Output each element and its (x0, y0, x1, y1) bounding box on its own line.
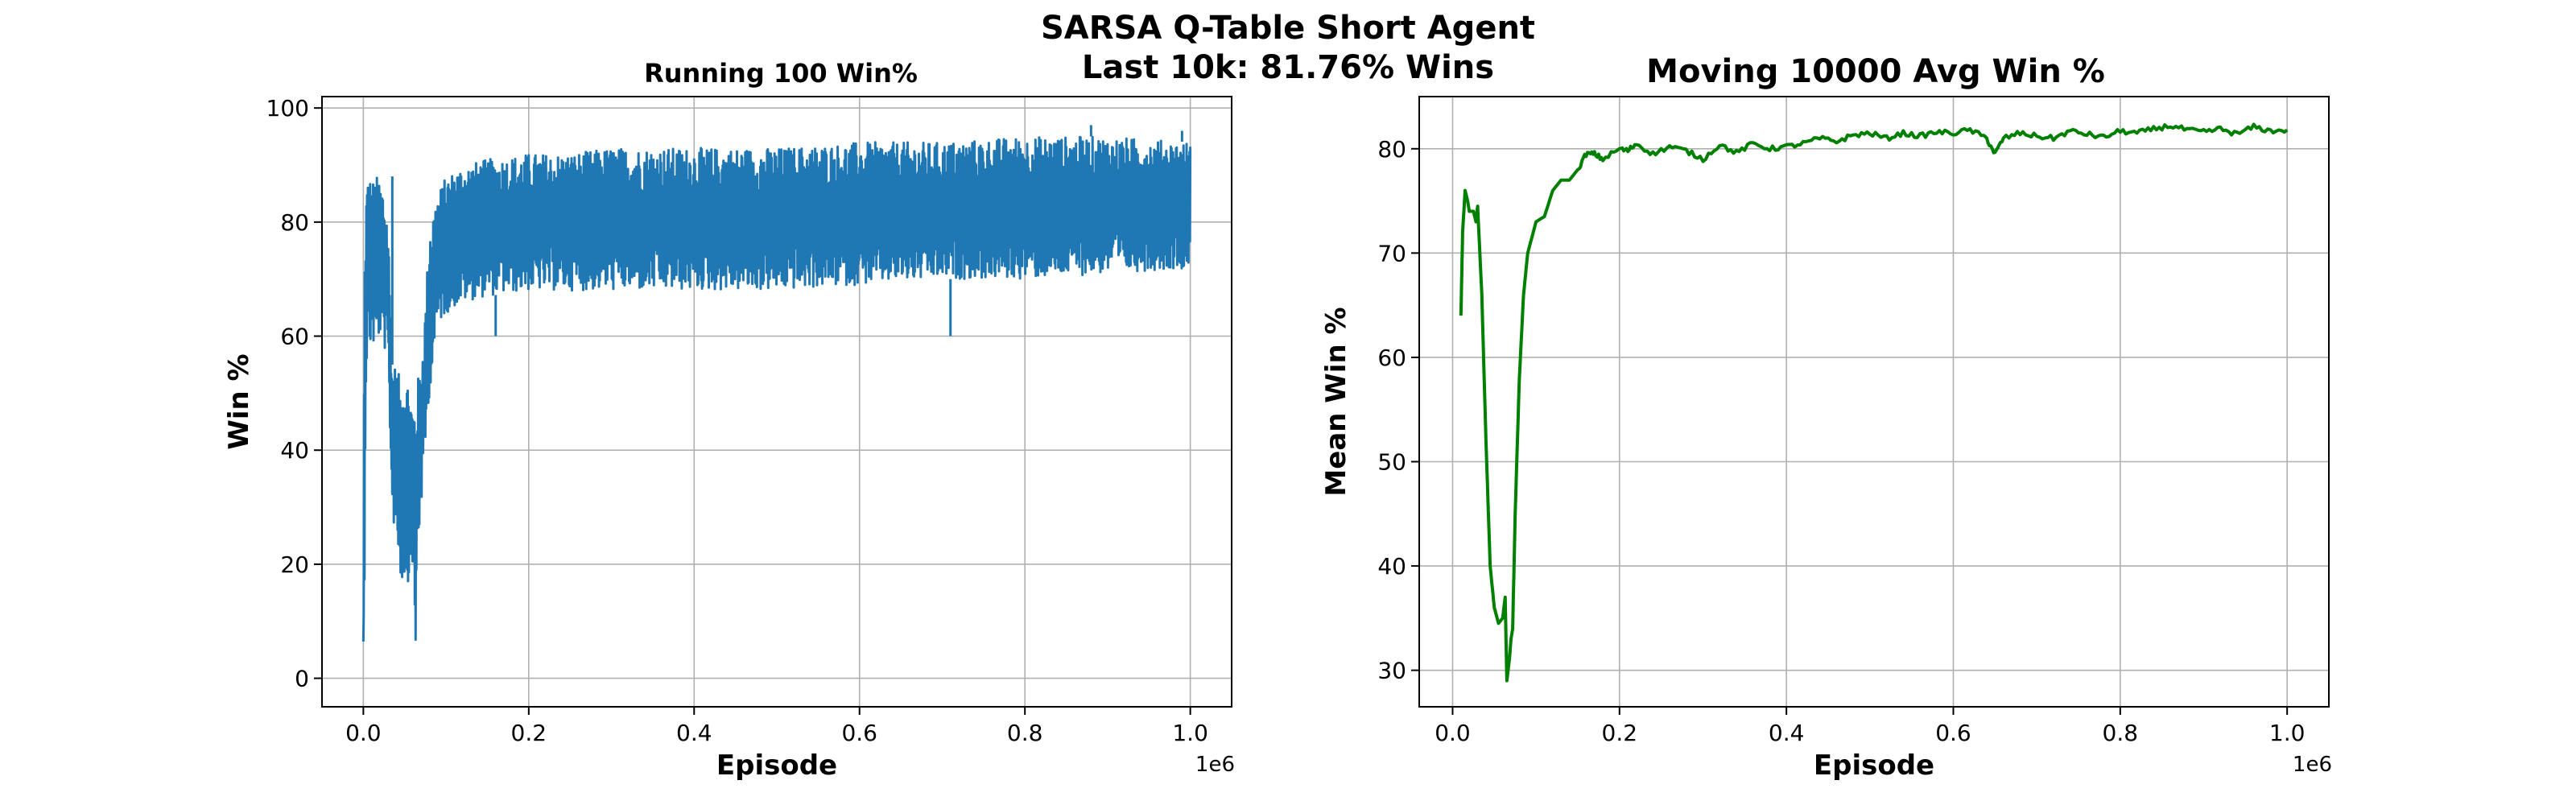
x-tick-label: 1.0 (1172, 720, 1208, 746)
right-chart-frame (1418, 96, 2330, 708)
x-tick-label: 0.4 (676, 720, 712, 746)
right-chart-plot-area (1459, 122, 2289, 683)
series-line-running-win (361, 135, 1192, 642)
x-tick-label: 0.0 (345, 720, 382, 746)
figure-suptitle-line1: SARSA Q-Table Short Agent (1041, 10, 1535, 47)
left-chart-y-ticks: 0 20 40 60 80 100 (266, 95, 322, 692)
x-tick-label: 0.2 (511, 720, 547, 746)
y-tick-label: 60 (280, 324, 309, 350)
x-tick-label: 0.8 (2103, 720, 2139, 746)
left-chart-x-offset-label: 1e6 (1195, 753, 1235, 777)
left-chart-title: Running 100 Win% (644, 58, 918, 89)
right-chart-grid (1419, 97, 2329, 707)
y-tick-label: 20 (280, 551, 309, 578)
x-tick-label: 1.0 (2269, 720, 2306, 746)
right-chart-y-ticks: 30 40 50 60 70 80 (1377, 136, 1419, 684)
left-chart-frame (321, 96, 1232, 708)
y-tick-label: 50 (1377, 449, 1406, 476)
y-tick-label: 80 (280, 209, 309, 236)
x-tick-label: 0.2 (1602, 720, 1638, 746)
right-chart-x-ticks: 0.0 0.2 0.4 0.6 0.8 1.0 (1435, 707, 2305, 746)
left-chart-y-axis-label: Win % (223, 353, 255, 449)
y-tick-label: 30 (1377, 658, 1406, 684)
y-tick-label: 100 (266, 95, 309, 122)
y-tick-label: 60 (1377, 345, 1406, 371)
left-chart-x-axis-label: Episode (716, 749, 837, 782)
series-line-moving-avg (1459, 122, 2289, 683)
figure-suptitle-line2: Last 10k: 81.76% Wins (1082, 49, 1494, 86)
x-tick-label: 0.8 (1007, 720, 1043, 746)
left-chart: Running 100 Win% 0.0 0.2 0.4 0.6 0.8 1.0 0 20 4… (223, 58, 1235, 782)
right-chart-x-offset-label: 1e6 (2293, 753, 2332, 777)
y-tick-label: 40 (1377, 553, 1406, 580)
x-tick-label: 0.6 (1935, 720, 1971, 746)
y-tick-label: 70 (1377, 240, 1406, 266)
x-tick-label: 0.4 (1769, 720, 1805, 746)
left-chart-x-ticks: 0.0 0.2 0.4 0.6 0.8 1.0 (345, 707, 1208, 746)
x-tick-label: 0.6 (841, 720, 877, 746)
right-chart: Moving 10000 Avg Win % 0.0 0.2 0.4 0.6 0.8 1.… (1320, 53, 2332, 782)
y-tick-label: 40 (280, 437, 309, 464)
x-tick-label: 0.0 (1435, 720, 1471, 746)
right-chart-x-axis-label: Episode (1814, 749, 1934, 782)
y-tick-label: 80 (1377, 136, 1406, 163)
left-chart-plot-area (361, 125, 1192, 642)
y-tick-label: 0 (295, 666, 309, 692)
right-chart-title: Moving 10000 Avg Win % (1646, 53, 2105, 90)
right-chart-y-axis-label: Mean Win % (1320, 307, 1352, 496)
